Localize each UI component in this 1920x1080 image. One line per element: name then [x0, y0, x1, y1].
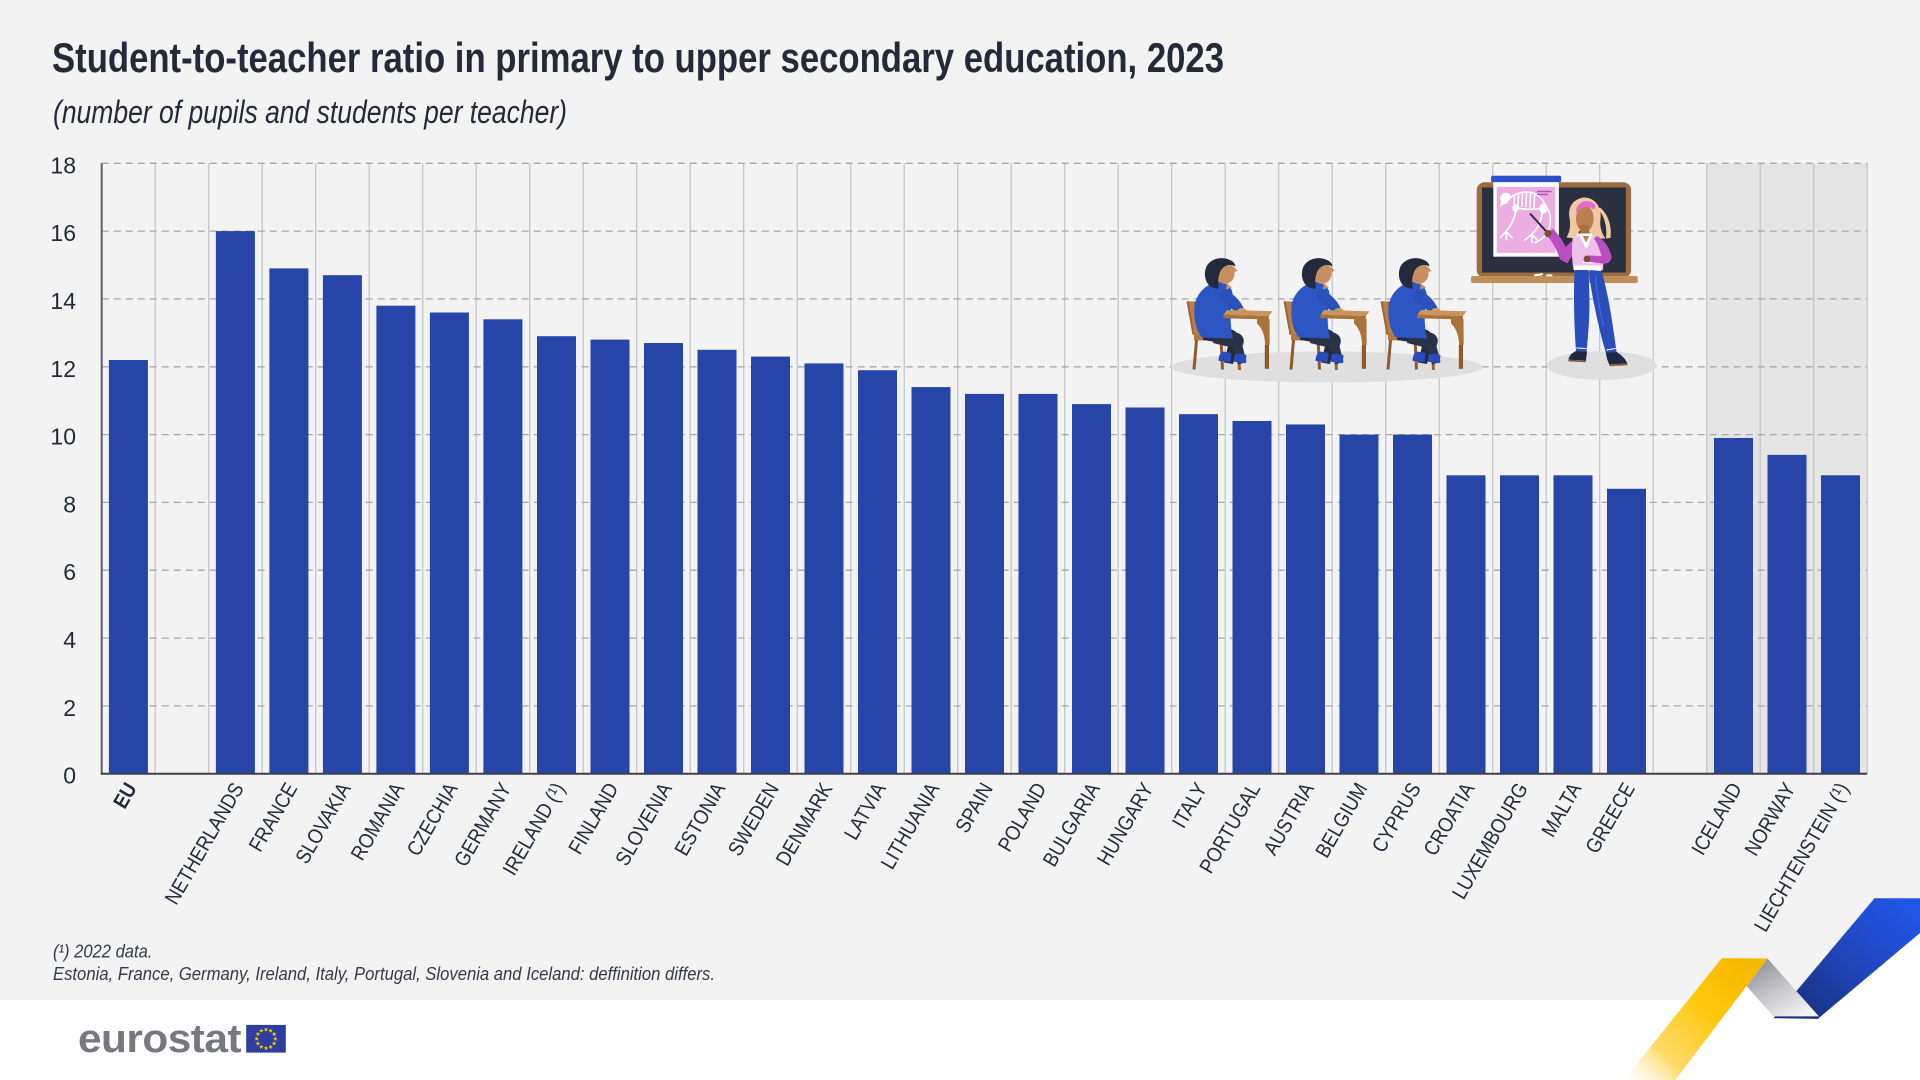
svg-text:4: 4	[63, 627, 76, 653]
svg-text:(¹) 2022 data.: (¹) 2022 data.	[53, 942, 152, 962]
svg-text:2: 2	[63, 695, 76, 721]
svg-text:0: 0	[63, 763, 76, 789]
svg-text:18: 18	[50, 152, 76, 178]
svg-text:eurostat: eurostat	[78, 1017, 241, 1061]
svg-text:(number of pupils and students: (number of pupils and students per teach…	[53, 94, 567, 130]
svg-text:8: 8	[63, 491, 76, 517]
svg-text:12: 12	[50, 356, 76, 382]
svg-text:Estonia, France, Germany, Irel: Estonia, France, Germany, Ireland, Italy…	[53, 964, 715, 984]
svg-text:10: 10	[50, 424, 76, 450]
svg-text:14: 14	[50, 288, 76, 314]
svg-text:Student-to-teacher ratio in pr: Student-to-teacher ratio in primary to u…	[52, 34, 1224, 81]
svg-text:6: 6	[63, 559, 76, 585]
svg-text:16: 16	[50, 220, 76, 246]
